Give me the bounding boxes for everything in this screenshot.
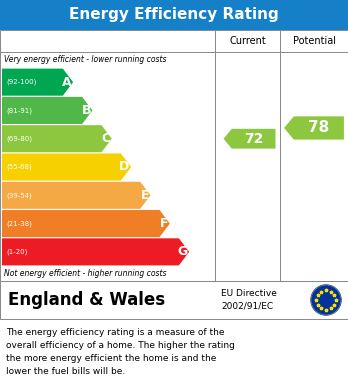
Polygon shape	[284, 117, 344, 140]
Bar	[0, 0, 348, 30]
Bar	[0, 281, 348, 319]
Polygon shape	[2, 182, 150, 209]
Text: EU Directive
2002/91/EC: EU Directive 2002/91/EC	[221, 289, 277, 311]
Text: Energy Efficiency Rating: Energy Efficiency Rating	[69, 7, 279, 23]
Text: 72: 72	[244, 132, 263, 146]
Polygon shape	[2, 68, 73, 96]
Text: G: G	[177, 246, 188, 258]
Text: D: D	[119, 160, 129, 174]
Polygon shape	[223, 129, 276, 149]
Text: E: E	[141, 189, 149, 202]
Text: F: F	[160, 217, 168, 230]
Polygon shape	[2, 238, 189, 265]
Text: Current: Current	[229, 36, 266, 46]
Text: (69-80): (69-80)	[6, 135, 32, 142]
Text: 78: 78	[308, 120, 330, 135]
Polygon shape	[2, 97, 93, 124]
Text: Not energy efficient - higher running costs: Not energy efficient - higher running co…	[4, 269, 166, 278]
Text: (1-20): (1-20)	[6, 249, 27, 255]
Polygon shape	[2, 153, 131, 181]
Text: The energy efficiency rating is a measure of the
overall efficiency of a home. T: The energy efficiency rating is a measur…	[6, 328, 235, 376]
Text: England & Wales: England & Wales	[8, 291, 165, 309]
Text: Potential: Potential	[293, 36, 335, 46]
Polygon shape	[2, 210, 170, 237]
Text: (81-91): (81-91)	[6, 107, 32, 114]
Bar	[0, 30, 348, 281]
Text: (92-100): (92-100)	[6, 79, 37, 85]
Text: B: B	[81, 104, 91, 117]
Text: C: C	[101, 132, 110, 145]
Text: (39-54): (39-54)	[6, 192, 32, 199]
Circle shape	[311, 285, 341, 315]
Text: Very energy efficient - lower running costs: Very energy efficient - lower running co…	[4, 56, 166, 65]
Text: (55-68): (55-68)	[6, 164, 32, 170]
Text: (21-38): (21-38)	[6, 220, 32, 227]
Text: A: A	[62, 75, 72, 89]
Polygon shape	[2, 125, 112, 152]
